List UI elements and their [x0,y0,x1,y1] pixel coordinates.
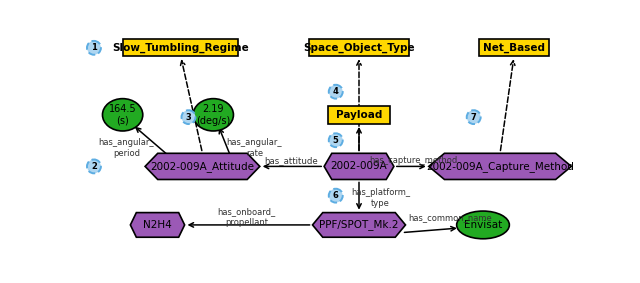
Polygon shape [324,153,394,179]
FancyBboxPatch shape [124,39,238,56]
Text: 2.19
(deg/s): 2.19 (deg/s) [196,104,230,126]
Text: 2: 2 [91,162,97,171]
Text: has_common_name: has_common_name [408,213,492,222]
Text: N2H4: N2H4 [143,220,172,230]
Text: 6: 6 [333,191,339,200]
Circle shape [329,189,343,203]
Text: has_angular_
period: has_angular_ period [99,138,154,158]
Ellipse shape [457,211,509,239]
Circle shape [87,41,101,55]
Polygon shape [131,213,184,237]
FancyBboxPatch shape [479,39,549,56]
Text: 2002-009A: 2002-009A [331,161,387,171]
Text: Space_Object_Type: Space_Object_Type [303,43,415,53]
Circle shape [182,110,195,124]
Circle shape [87,159,101,173]
Text: Net_Based: Net_Based [483,43,545,53]
Polygon shape [429,153,572,179]
Text: Payload: Payload [336,110,382,120]
Polygon shape [312,213,406,237]
Text: 1: 1 [91,43,97,52]
Text: has_attitude: has_attitude [264,156,317,166]
Text: has_angular_
rate: has_angular_ rate [227,138,282,158]
Text: Envisat: Envisat [464,220,502,230]
Text: 2002-009A_Capture_Method: 2002-009A_Capture_Method [426,161,574,172]
Polygon shape [145,153,260,179]
Text: PPF/SPOT_Mk.2: PPF/SPOT_Mk.2 [319,220,399,230]
Circle shape [329,85,343,99]
Text: Slow_Tumbling_Regime: Slow_Tumbling_Regime [113,43,249,53]
Circle shape [329,133,343,147]
Text: has_onboard_
propellant: has_onboard_ propellant [218,207,276,227]
Text: has_capture_method: has_capture_method [369,156,458,165]
Text: 7: 7 [471,113,477,122]
Ellipse shape [102,99,143,131]
Text: has_platform_
type: has_platform_ type [351,188,410,208]
Text: 3: 3 [186,113,191,122]
Text: 164.5
(s): 164.5 (s) [109,104,136,126]
FancyBboxPatch shape [308,39,410,56]
Circle shape [467,110,481,124]
Ellipse shape [193,99,234,131]
FancyBboxPatch shape [328,106,390,124]
Text: 5: 5 [333,136,339,145]
Text: 2002-009A_Attitude: 2002-009A_Attitude [150,161,255,172]
Text: 4: 4 [333,87,339,96]
